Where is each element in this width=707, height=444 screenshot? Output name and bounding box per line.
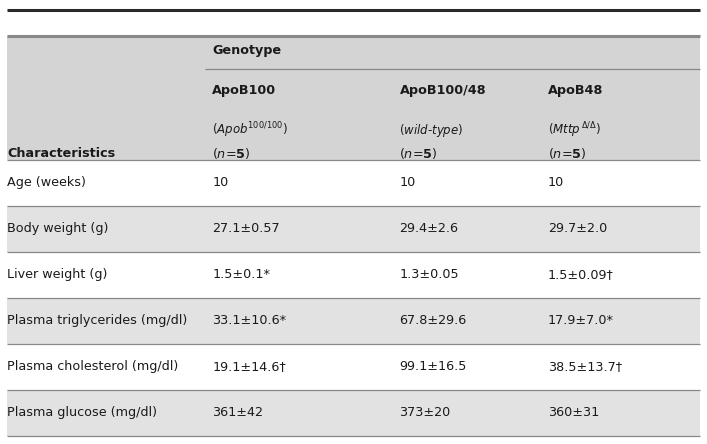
Bar <box>7 36 700 160</box>
Text: 1.5±0.09†: 1.5±0.09† <box>548 269 614 281</box>
Text: 19.1±14.6†: 19.1±14.6† <box>212 361 286 373</box>
Text: 10: 10 <box>399 176 416 189</box>
Bar <box>7 206 700 252</box>
Text: ($\it{Mttp}^{\,\Delta/\Delta}$): ($\it{Mttp}^{\,\Delta/\Delta}$) <box>548 120 601 140</box>
Text: Plasma glucose (mg/dl): Plasma glucose (mg/dl) <box>7 407 157 420</box>
Text: 17.9±7.0*: 17.9±7.0* <box>548 314 614 327</box>
Text: 1.3±0.05: 1.3±0.05 <box>399 269 459 281</box>
Text: 10: 10 <box>548 176 564 189</box>
Text: 361±42: 361±42 <box>212 407 263 420</box>
Text: Age (weeks): Age (weeks) <box>7 176 86 189</box>
Text: ApoB48: ApoB48 <box>548 84 603 97</box>
Text: 67.8±29.6: 67.8±29.6 <box>399 314 467 327</box>
Text: ($\it{n}$=$\bf{5}$): ($\it{n}$=$\bf{5}$) <box>548 147 586 162</box>
Text: 360±31: 360±31 <box>548 407 599 420</box>
Text: ($\it{Apob}^{100/100}$): ($\it{Apob}^{100/100}$) <box>212 120 288 140</box>
Text: ($\it{n}$=$\bf{5}$): ($\it{n}$=$\bf{5}$) <box>212 147 250 162</box>
Text: 33.1±10.6*: 33.1±10.6* <box>212 314 286 327</box>
Text: 373±20: 373±20 <box>399 407 450 420</box>
Text: 1.5±0.1*: 1.5±0.1* <box>212 269 270 281</box>
Text: 38.5±13.7†: 38.5±13.7† <box>548 361 622 373</box>
Text: Genotype: Genotype <box>212 44 281 57</box>
Text: ($\it{n}$=$\bf{5}$): ($\it{n}$=$\bf{5}$) <box>399 147 438 162</box>
Text: ApoB100: ApoB100 <box>212 84 276 97</box>
Text: 29.7±2.0: 29.7±2.0 <box>548 222 607 235</box>
Text: Plasma triglycerides (mg/dl): Plasma triglycerides (mg/dl) <box>7 314 187 327</box>
Text: 27.1±0.57: 27.1±0.57 <box>212 222 280 235</box>
Bar <box>7 298 700 344</box>
Text: 99.1±16.5: 99.1±16.5 <box>399 361 467 373</box>
Text: Body weight (g): Body weight (g) <box>7 222 108 235</box>
Text: 29.4±2.6: 29.4±2.6 <box>399 222 458 235</box>
Bar <box>7 10 700 36</box>
Text: ApoB100/48: ApoB100/48 <box>399 84 486 97</box>
Text: ($\it{wild}$-$\it{type}$): ($\it{wild}$-$\it{type}$) <box>399 122 464 139</box>
Text: Plasma cholesterol (mg/dl): Plasma cholesterol (mg/dl) <box>7 361 178 373</box>
Text: Liver weight (g): Liver weight (g) <box>7 269 107 281</box>
Text: 10: 10 <box>212 176 228 189</box>
Text: Characteristics: Characteristics <box>7 147 115 160</box>
Bar <box>7 390 700 436</box>
